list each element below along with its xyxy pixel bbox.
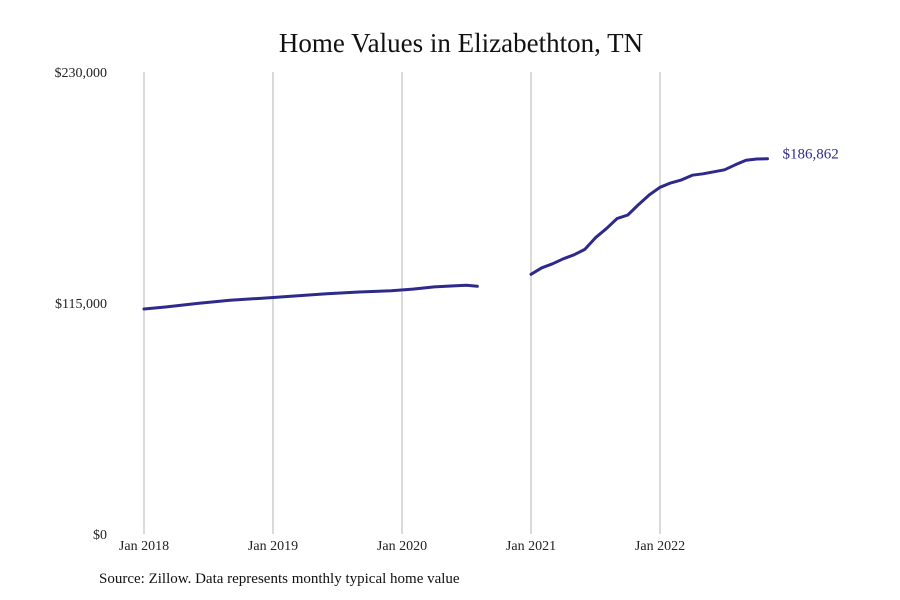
x-tick-label: Jan 2022 xyxy=(635,539,685,554)
end-value-label: $186,862 xyxy=(783,147,839,163)
x-tick-label: Jan 2019 xyxy=(248,539,298,554)
series-lines xyxy=(142,157,769,311)
grid-lines xyxy=(143,72,661,534)
data-labels: $186,862 xyxy=(783,147,839,163)
x-axis-tick-labels: Jan 2018 Jan 2019 Jan 2020 Jan 2021 Jan 2022 xyxy=(119,539,685,554)
series-line-segment xyxy=(529,157,769,276)
y-tick-label: $115,000 xyxy=(55,297,107,312)
y-tick-label: $230,000 xyxy=(55,66,108,81)
y-axis-tick-labels: $0 $115,000 $230,000 xyxy=(55,66,108,543)
source-note: Source: Zillow. Data represents monthly … xyxy=(99,571,460,587)
y-tick-label: $0 xyxy=(93,528,107,543)
chart-title: Home Values in Elizabethton, TN xyxy=(279,28,643,58)
x-tick-label: Jan 2021 xyxy=(506,539,556,554)
x-tick-label: Jan 2020 xyxy=(377,539,427,554)
series-line-segment xyxy=(142,283,479,311)
x-tick-label: Jan 2018 xyxy=(119,539,169,554)
